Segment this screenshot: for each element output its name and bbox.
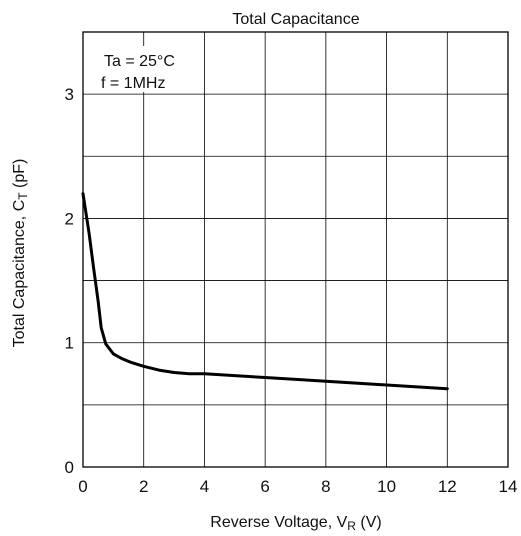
y-tick-label: 2 — [65, 209, 74, 228]
plot-frame — [82, 31, 509, 468]
x-tick-label: 4 — [200, 477, 209, 496]
x-tick-label: 6 — [260, 477, 269, 496]
y-tick-label: 3 — [65, 85, 74, 104]
capacitance-curve — [81, 192, 449, 391]
y-tick-label: 1 — [65, 334, 74, 353]
temperature-annotation: Ta = 25°C — [104, 53, 175, 70]
frequency-annotation: f = 1MHz — [101, 75, 165, 92]
annotation-box — [96, 46, 204, 92]
x-tick-label: 12 — [438, 477, 457, 496]
x-tick-label: 0 — [78, 477, 87, 496]
x-tick-label: 10 — [377, 477, 396, 496]
chart-title: Total Capacitance — [232, 11, 359, 28]
x-tick-label: 8 — [321, 477, 330, 496]
x-axis-label: Reverse Voltage, VR (V) — [210, 514, 381, 533]
grid-lines — [83, 32, 508, 467]
y-tick-labels: 0 1 2 3 — [65, 85, 74, 477]
y-tick-label: 0 — [65, 458, 74, 477]
x-tick-label: 2 — [139, 477, 148, 496]
y-axis-label: Total Capacitance, CT (pF) — [11, 159, 30, 348]
x-tick-label: 14 — [499, 477, 518, 496]
x-tick-labels: 0 2 4 6 8 10 12 14 — [78, 477, 517, 496]
